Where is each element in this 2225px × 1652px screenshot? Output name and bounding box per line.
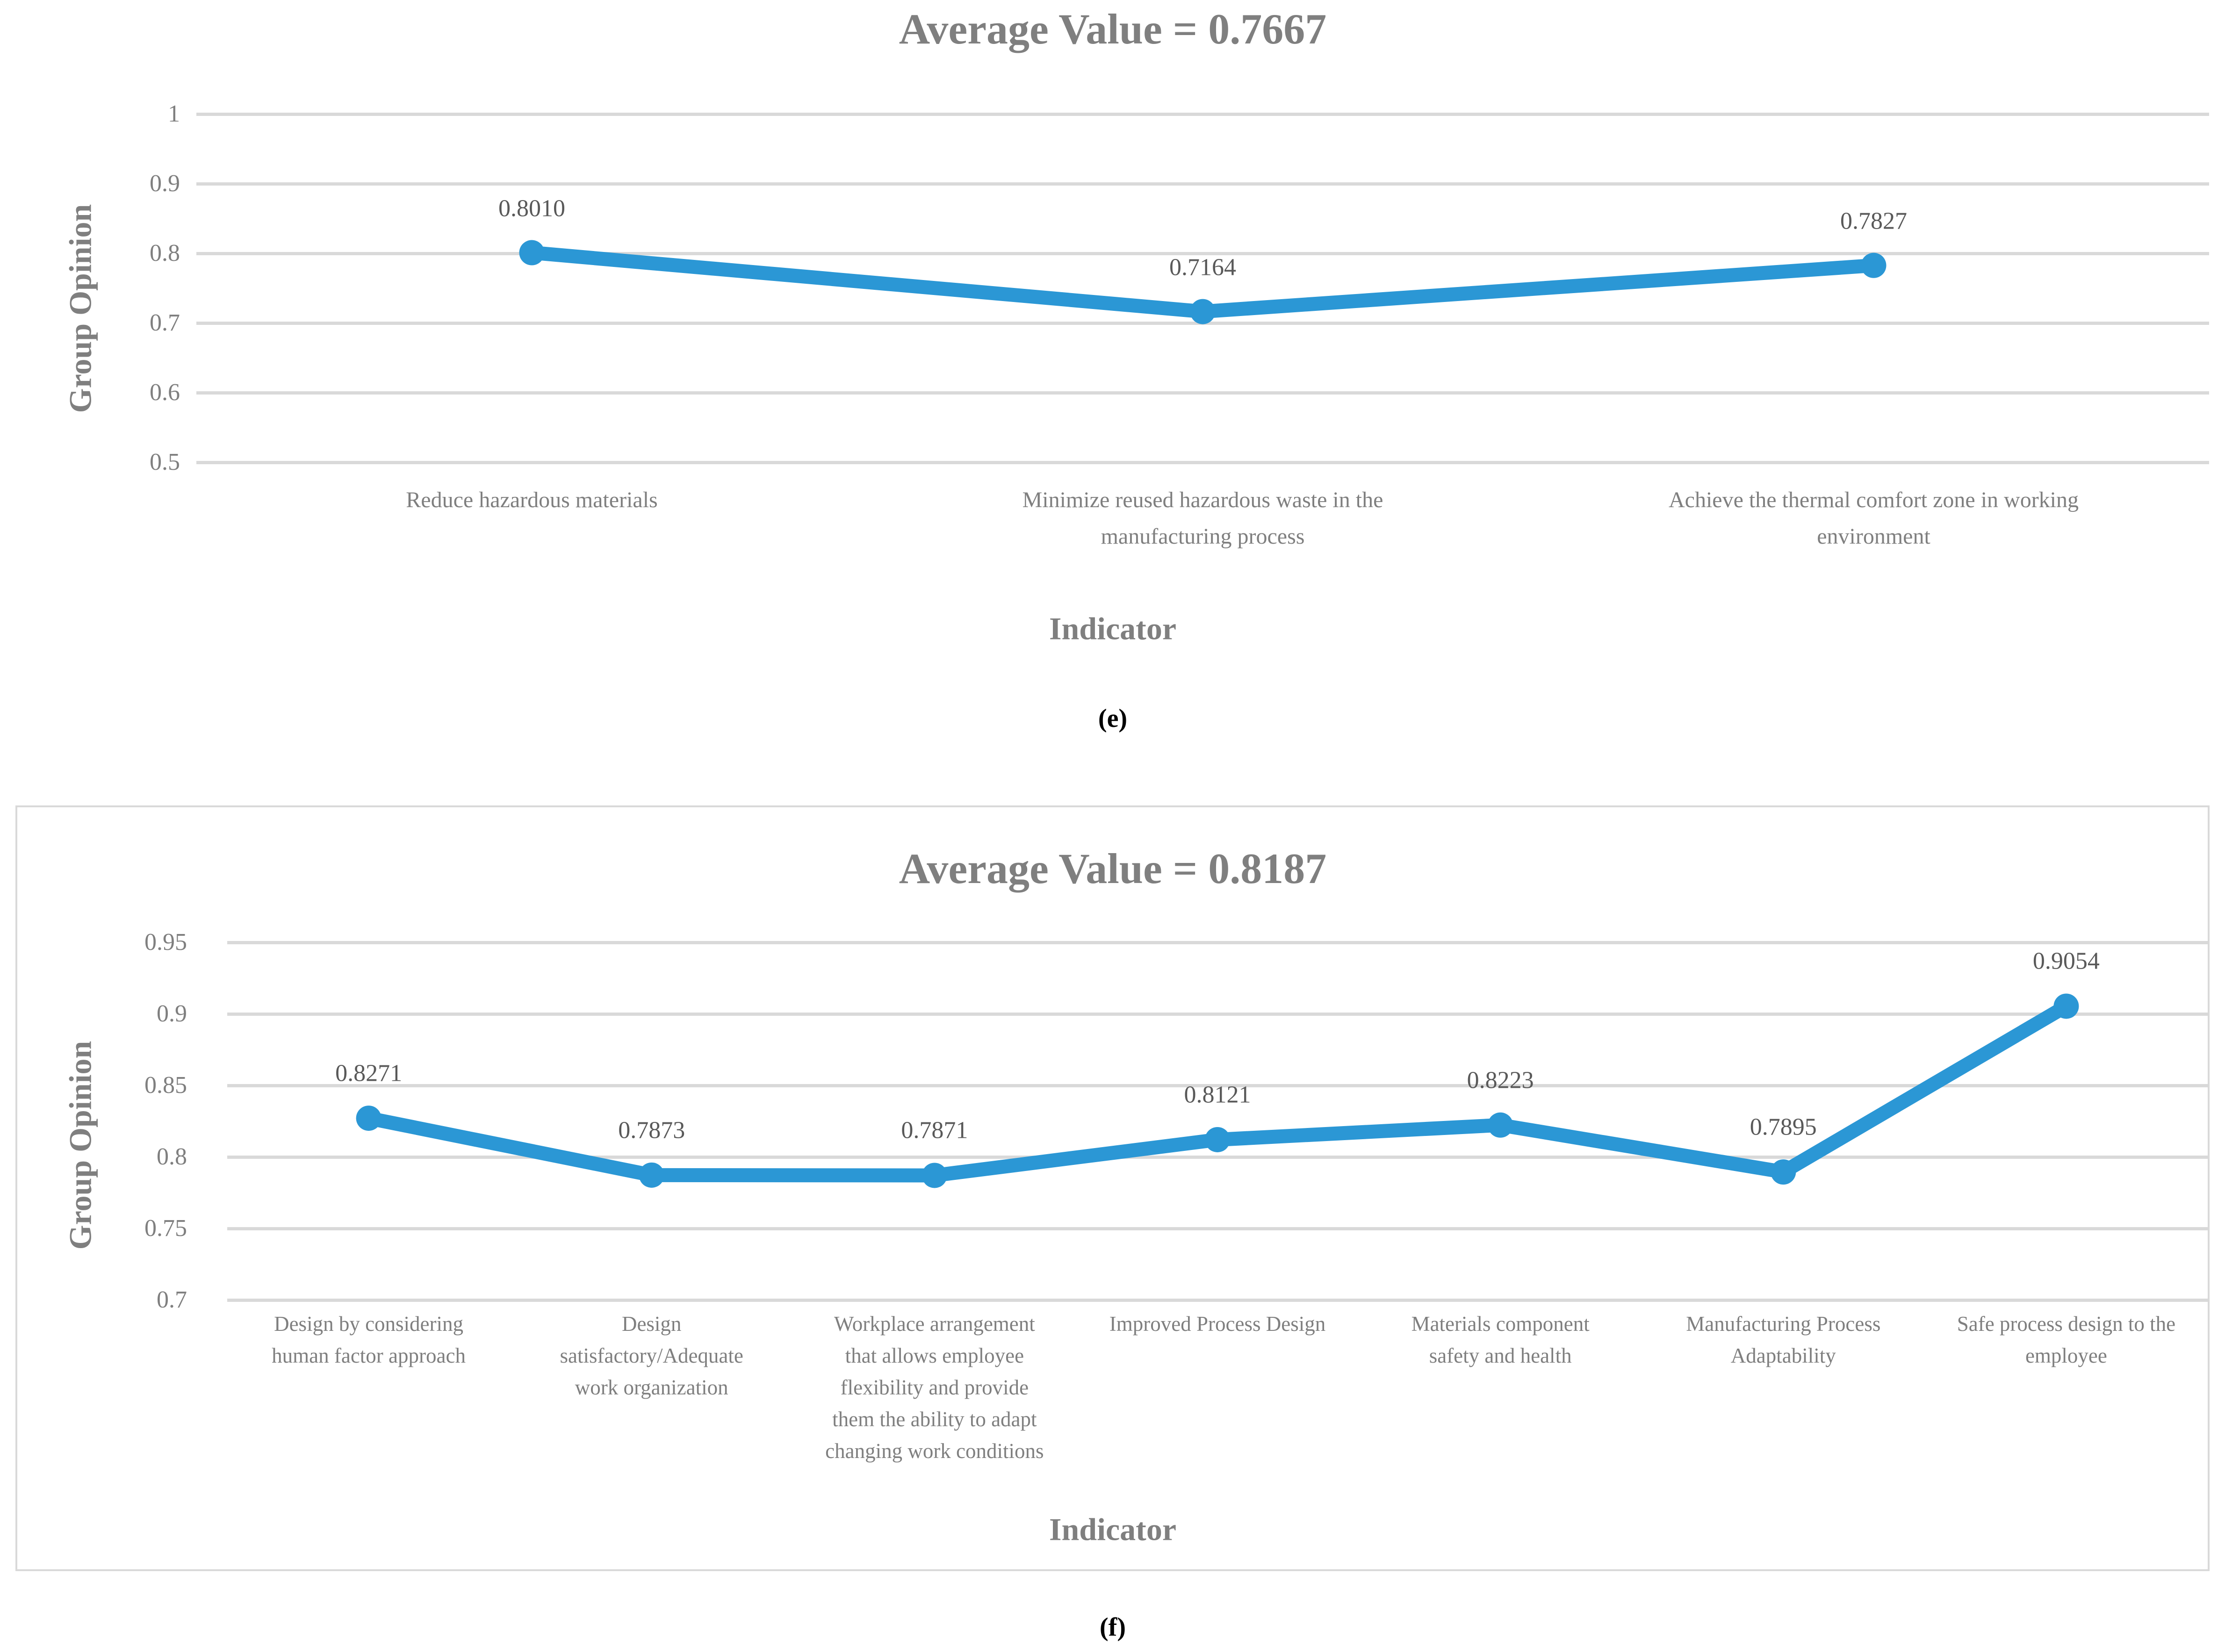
- x-category-label: Improved Process Design: [1109, 1312, 1326, 1336]
- y-tick-label: 0.7: [150, 309, 180, 336]
- data-point-marker: [1190, 299, 1216, 324]
- data-point-marker: [1861, 252, 1887, 278]
- data-point-marker: [356, 1106, 382, 1131]
- x-category-label: Safe process design to the employee: [1957, 1312, 2176, 1367]
- x-category-label: Minimize reused hazardous waste in the m…: [1022, 488, 1383, 549]
- gridline: [196, 182, 2209, 186]
- gridline: [196, 460, 2209, 464]
- data-point-label: 0.7871: [901, 1117, 968, 1144]
- gridline: [196, 112, 2209, 116]
- gridline: [227, 1012, 2208, 1016]
- x-category-label: Workplace arrangement that allows employ…: [825, 1312, 1044, 1463]
- x-category-label: Achieve the thermal comfort zone in work…: [1668, 488, 2079, 549]
- y-tick-label: 0.75: [144, 1215, 187, 1242]
- gridline: [227, 1155, 2208, 1159]
- data-point-label: 0.7873: [618, 1117, 685, 1144]
- panel-letter: (f): [1100, 1613, 1126, 1642]
- y-tick-label: 0.8: [150, 240, 180, 266]
- x-category-label: Design satisfactory/Adequate work organi…: [560, 1312, 743, 1399]
- x-category-label: Design by considering human factor appro…: [272, 1312, 466, 1367]
- y-tick-label: 0.6: [150, 379, 180, 406]
- gridline: [227, 1298, 2208, 1302]
- y-tick-label: 0.5: [150, 449, 180, 475]
- data-point-label: 0.7164: [1169, 254, 1236, 281]
- y-tick-label: 0.9: [157, 1000, 187, 1027]
- x-axis-title: Indicator: [1049, 1511, 1176, 1547]
- chart-title: Average Value = 0.8187: [899, 845, 1327, 892]
- data-point-marker: [639, 1162, 664, 1188]
- x-category-label: Materials component safety and health: [1411, 1312, 1590, 1367]
- chart-panel-e: Average Value = 0.7667 Group Opinion 1 0.…: [0, 0, 2225, 734]
- data-point-label: 0.7895: [1750, 1113, 1817, 1141]
- x-category-label: Manufacturing Process Adaptability: [1686, 1312, 1881, 1367]
- data-point-label: 0.8223: [1467, 1067, 1534, 1094]
- data-point-label: 0.8271: [335, 1060, 403, 1087]
- chart-panel-f: Average Value = 0.8187 Group Opinion 0.9…: [0, 805, 2225, 1652]
- data-point-label: 0.8121: [1184, 1081, 1251, 1108]
- gridline: [227, 1227, 2208, 1230]
- data-point-marker: [1488, 1112, 1513, 1138]
- data-point-label: 0.8010: [498, 195, 565, 222]
- gridline: [196, 391, 2209, 395]
- gridline: [196, 321, 2209, 325]
- chart-frame: [15, 805, 2210, 1571]
- chart-title: Average Value = 0.7667: [899, 5, 1327, 53]
- y-tick-label: 0.95: [144, 929, 187, 955]
- data-point-label: 0.7827: [1840, 208, 1907, 235]
- y-tick-label: 0.7: [157, 1286, 187, 1313]
- y-tick-label: 0.9: [150, 170, 180, 197]
- y-tick-label: 0.85: [144, 1072, 187, 1099]
- data-point-marker: [1205, 1127, 1230, 1152]
- y-tick-label: 1: [168, 101, 180, 127]
- panel-letter: (e): [1098, 704, 1128, 733]
- gridline: [227, 941, 2208, 944]
- data-point-label: 0.9054: [2032, 948, 2100, 975]
- data-point-marker: [922, 1163, 947, 1188]
- data-point-marker: [1771, 1159, 1796, 1185]
- y-tick-label: 0.8: [157, 1143, 187, 1170]
- x-category-label: Reduce hazardous materials: [406, 488, 658, 512]
- x-axis-title: Indicator: [1049, 611, 1176, 646]
